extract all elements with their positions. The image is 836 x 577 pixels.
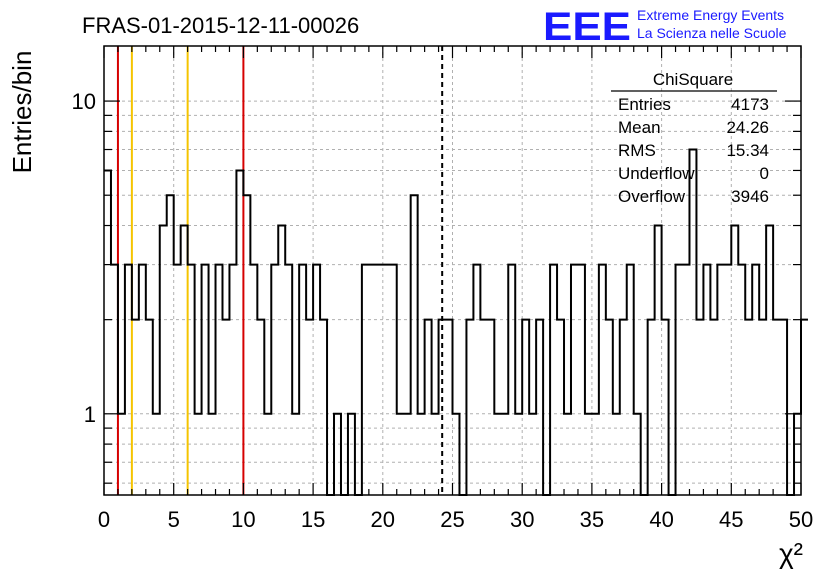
stats-box: ChiSquare Entries 4173 Mean 24.26 RMS 15… [611,70,777,206]
stats-value-underflow: 0 [760,164,769,183]
x-tick-label: 20 [371,507,395,532]
x-tick-label: 10 [231,507,255,532]
x-tick-label: 5 [168,507,180,532]
axis-ticks: 0 5 10 15 20 25 30 35 40 45 50 1 10 [72,46,813,532]
histogram-step-line [104,148,808,496]
x-tick-label: 50 [789,507,813,532]
x-axis-label: χ² [779,538,803,569]
stats-value-mean: 24.26 [726,118,769,137]
logo-line-1: Extreme Energy Events [637,7,784,23]
stats-label-rms: RMS [618,141,656,160]
stats-value-overflow: 3946 [731,187,769,206]
stats-title: ChiSquare [653,70,733,89]
logo-mark: EEE [543,5,631,49]
x-tick-label: 45 [719,507,743,532]
y-tick-label: 10 [72,89,96,114]
stats-label-entries: Entries [618,95,671,114]
x-tick-label: 30 [510,507,534,532]
stats-label-underflow: Underflow [618,164,695,183]
stats-value-entries: 4173 [731,95,769,114]
x-tick-label: 40 [649,507,673,532]
logo-line-2: La Scienza nelle Scuole [637,25,787,41]
stats-label-overflow: Overflow [618,187,686,206]
stats-label-mean: Mean [618,118,661,137]
x-tick-label: 25 [440,507,464,532]
x-tick-label: 35 [580,507,604,532]
y-tick-label: 1 [84,402,96,427]
x-tick-label: 15 [301,507,325,532]
x-tick-label: 0 [98,507,110,532]
eee-logo: EEE Extreme Energy Events La Scienza nel… [543,5,787,49]
y-axis-label: Entries/bin [7,51,37,174]
run-title: FRAS-01-2015-12-11-00026 [82,13,359,38]
stats-value-rms: 15.34 [726,141,769,160]
